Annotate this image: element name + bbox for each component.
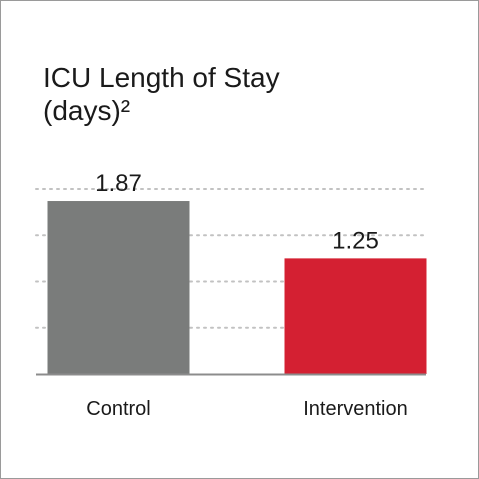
bar-intervention — [284, 258, 427, 374]
bar-control — [47, 201, 190, 374]
chart-title: ICU Length of Stay (days)² — [43, 61, 443, 127]
data-label: 1.25 — [332, 227, 379, 254]
chart-title-line-2: (days)² — [43, 95, 131, 126]
data-label: 1.87 — [95, 170, 142, 197]
category-label: Control — [86, 398, 150, 420]
chart-title-line-1: ICU Length of Stay — [43, 62, 280, 93]
category-label: Intervention — [303, 398, 408, 420]
